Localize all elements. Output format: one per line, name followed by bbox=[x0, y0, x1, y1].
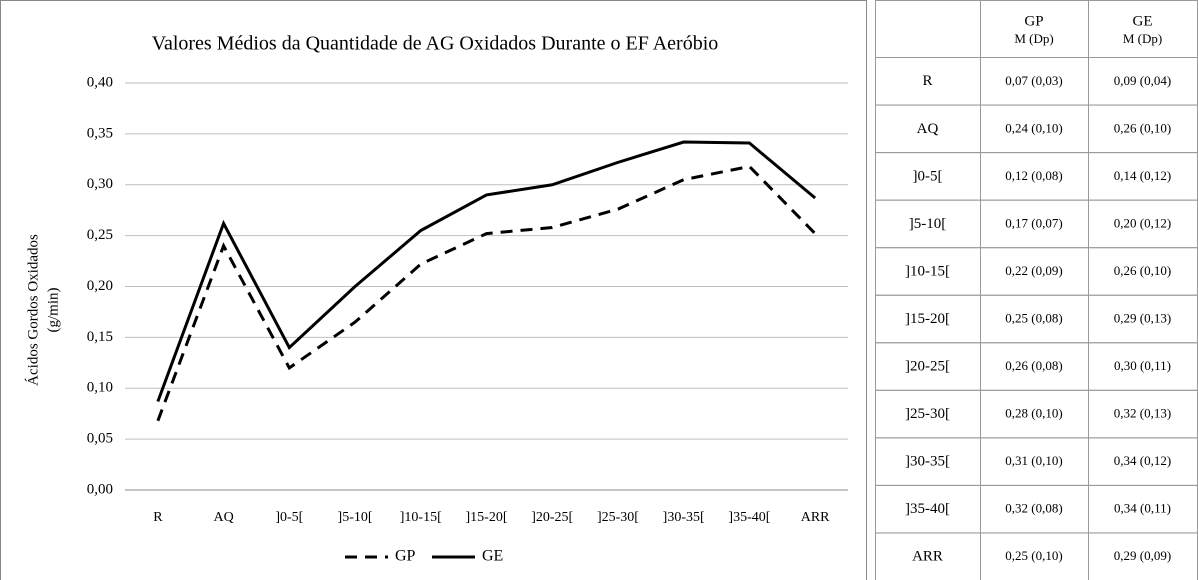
x-tick-label: ARR bbox=[801, 510, 830, 525]
x-tick-label: ]30-35[ bbox=[663, 510, 705, 525]
y-tick-label: 0,20 bbox=[87, 278, 113, 294]
column-subheader: M (Dp) bbox=[1123, 31, 1162, 46]
cell-value: 0,31 (0,10) bbox=[1005, 453, 1062, 468]
row-label: ]15-20[ bbox=[905, 311, 950, 327]
row-label: ]10-15[ bbox=[905, 263, 950, 279]
legend-label: GP bbox=[395, 548, 416, 565]
y-tick-label: 0,40 bbox=[87, 74, 113, 90]
cell-value: 0,12 (0,08) bbox=[1005, 168, 1062, 183]
x-tick-label: ]10-15[ bbox=[400, 510, 442, 525]
x-tick-label: AQ bbox=[213, 510, 233, 525]
cell-value: 0,32 (0,08) bbox=[1005, 501, 1062, 516]
cell-value: 0,32 (0,13) bbox=[1114, 406, 1171, 421]
x-tick-label: ]20-25[ bbox=[531, 510, 573, 525]
chart-frame bbox=[0, 0, 867, 580]
y-axis-unit: (g/min) bbox=[45, 288, 61, 333]
row-label: ]20-25[ bbox=[905, 358, 950, 374]
cell-value: 0,34 (0,11) bbox=[1114, 501, 1171, 516]
cell-value: 0,26 (0,08) bbox=[1005, 358, 1062, 373]
cell-value: 0,22 (0,09) bbox=[1005, 263, 1062, 278]
cell-value: 0,24 (0,10) bbox=[1005, 120, 1062, 135]
row-label: ]30-35[ bbox=[905, 454, 950, 470]
legend-label: GE bbox=[482, 548, 503, 565]
row-label: ]0-5[ bbox=[913, 168, 943, 184]
column-header: GP bbox=[1024, 13, 1043, 29]
x-tick-label: R bbox=[153, 510, 163, 525]
cell-value: 0,07 (0,03) bbox=[1005, 73, 1062, 88]
cell-value: 0,34 (0,12) bbox=[1114, 453, 1171, 468]
cell-value: 0,09 (0,04) bbox=[1114, 73, 1171, 88]
row-label: ]5-10[ bbox=[909, 216, 947, 232]
y-tick-label: 0,15 bbox=[87, 329, 113, 345]
x-tick-label: ]0-5[ bbox=[275, 510, 303, 525]
y-tick-label: 0,10 bbox=[87, 380, 113, 396]
cell-value: 0,30 (0,11) bbox=[1114, 358, 1171, 373]
cell-value: 0,26 (0,10) bbox=[1114, 263, 1171, 278]
x-tick-label: ]25-30[ bbox=[597, 510, 639, 525]
cell-value: 0,25 (0,10) bbox=[1005, 548, 1062, 563]
row-label: AQ bbox=[917, 121, 939, 137]
chart-title: Valores Médios da Quantidade de AG Oxida… bbox=[152, 33, 719, 55]
y-tick-label: 0,05 bbox=[87, 431, 113, 447]
cell-value: 0,25 (0,08) bbox=[1005, 310, 1062, 325]
y-tick-label: 0,35 bbox=[87, 125, 113, 141]
cell-value: 0,29 (0,13) bbox=[1114, 310, 1171, 325]
row-label: ]25-30[ bbox=[905, 406, 950, 422]
y-tick-label: 0,00 bbox=[87, 481, 113, 497]
cell-value: 0,20 (0,12) bbox=[1114, 215, 1171, 230]
y-axis-label: Ácidos Gordos Oxidados bbox=[24, 234, 41, 386]
line-series bbox=[156, 164, 817, 422]
cell-value: 0,28 (0,10) bbox=[1005, 406, 1062, 421]
cell-value: 0,14 (0,12) bbox=[1114, 168, 1171, 183]
cell-value: 0,26 (0,10) bbox=[1114, 120, 1171, 135]
x-tick-label: ]15-20[ bbox=[466, 510, 508, 525]
x-tick-label: ]5-10[ bbox=[338, 510, 373, 525]
cell-value: 0,17 (0,07) bbox=[1005, 215, 1062, 230]
column-subheader: M (Dp) bbox=[1014, 31, 1053, 46]
row-label: ARR bbox=[912, 549, 943, 565]
table-header-cell bbox=[875, 0, 981, 58]
line-series bbox=[156, 140, 817, 402]
x-tick-label: ]35-40[ bbox=[728, 510, 770, 525]
cell-value: 0,29 (0,09) bbox=[1114, 548, 1171, 563]
y-tick-label: 0,25 bbox=[87, 227, 113, 243]
row-label: R bbox=[922, 73, 932, 89]
y-tick-label: 0,30 bbox=[87, 176, 113, 192]
row-label: ]35-40[ bbox=[905, 501, 950, 517]
column-header: GE bbox=[1133, 13, 1153, 29]
